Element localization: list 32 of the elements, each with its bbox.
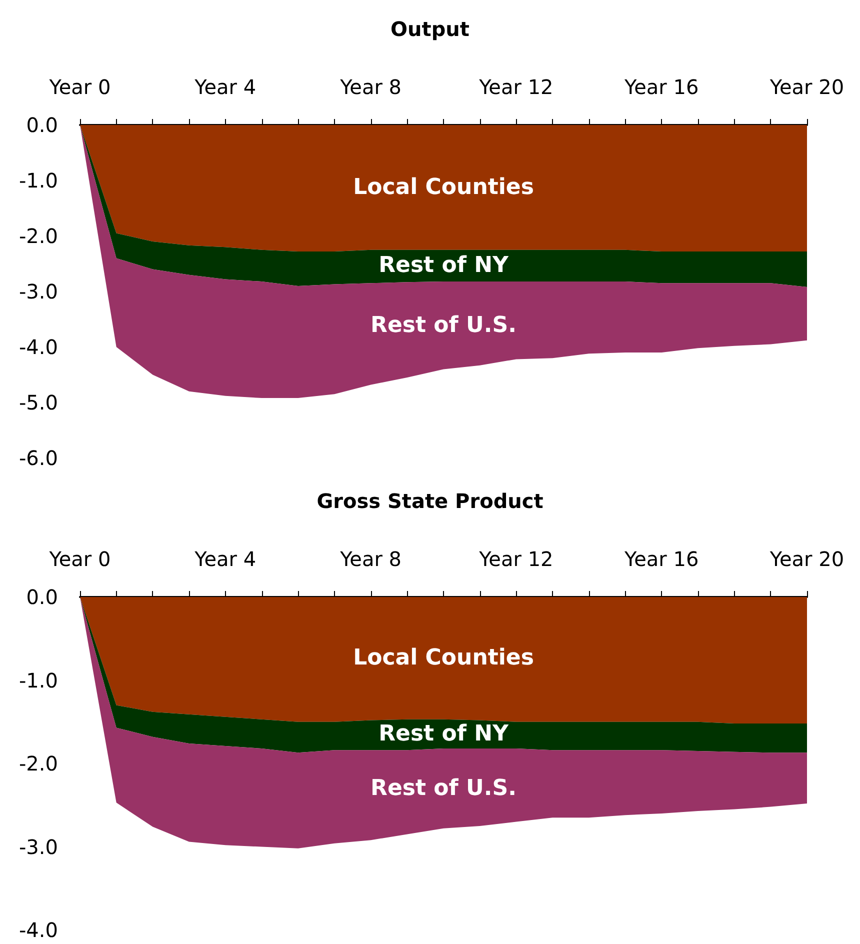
- y-tick-label: -2.0: [18, 224, 58, 248]
- y-tick-label: -6.0: [18, 446, 58, 470]
- x-tick-label: Year 12: [478, 75, 554, 99]
- x-tick-label: Year 4: [194, 547, 256, 571]
- x-tick-label: Year 16: [624, 547, 699, 571]
- x-tick-label: Year 8: [339, 547, 402, 571]
- series-label: Rest of NY: [378, 253, 510, 278]
- x-tick-label: Year 20: [768, 547, 844, 571]
- chart-title: Output: [390, 17, 470, 41]
- x-tick-label: Year 20: [768, 75, 844, 99]
- x-tick-label: Year 0: [48, 547, 111, 571]
- y-tick-label: -2.0: [18, 752, 58, 776]
- x-tick-label: Year 4: [194, 75, 256, 99]
- x-tick-label: Year 12: [478, 547, 554, 571]
- y-tick-label: -1.0: [18, 168, 58, 192]
- y-tick-label: -1.0: [18, 668, 58, 692]
- series-label: Rest of NY: [378, 721, 510, 746]
- x-tick-label: Year 16: [624, 75, 699, 99]
- x-tick-label: Year 8: [339, 75, 402, 99]
- x-tick-label: Year 0: [48, 75, 111, 99]
- y-tick-label: -4.0: [18, 335, 58, 359]
- chart-title: Gross State Product: [316, 489, 544, 513]
- series-label: Rest of U.S.: [370, 776, 516, 801]
- series-label: Rest of U.S.: [370, 312, 516, 338]
- y-tick-label: -3.0: [18, 834, 58, 859]
- series-label: Local Counties: [353, 174, 534, 200]
- series-label: Local Counties: [353, 646, 534, 671]
- y-tick-label: -4.0: [18, 918, 58, 942]
- y-tick-label: 0.0: [26, 113, 58, 137]
- y-tick-label: -5.0: [18, 390, 58, 414]
- y-tick-label: -3.0: [18, 280, 58, 304]
- y-tick-label: 0.0: [26, 585, 58, 609]
